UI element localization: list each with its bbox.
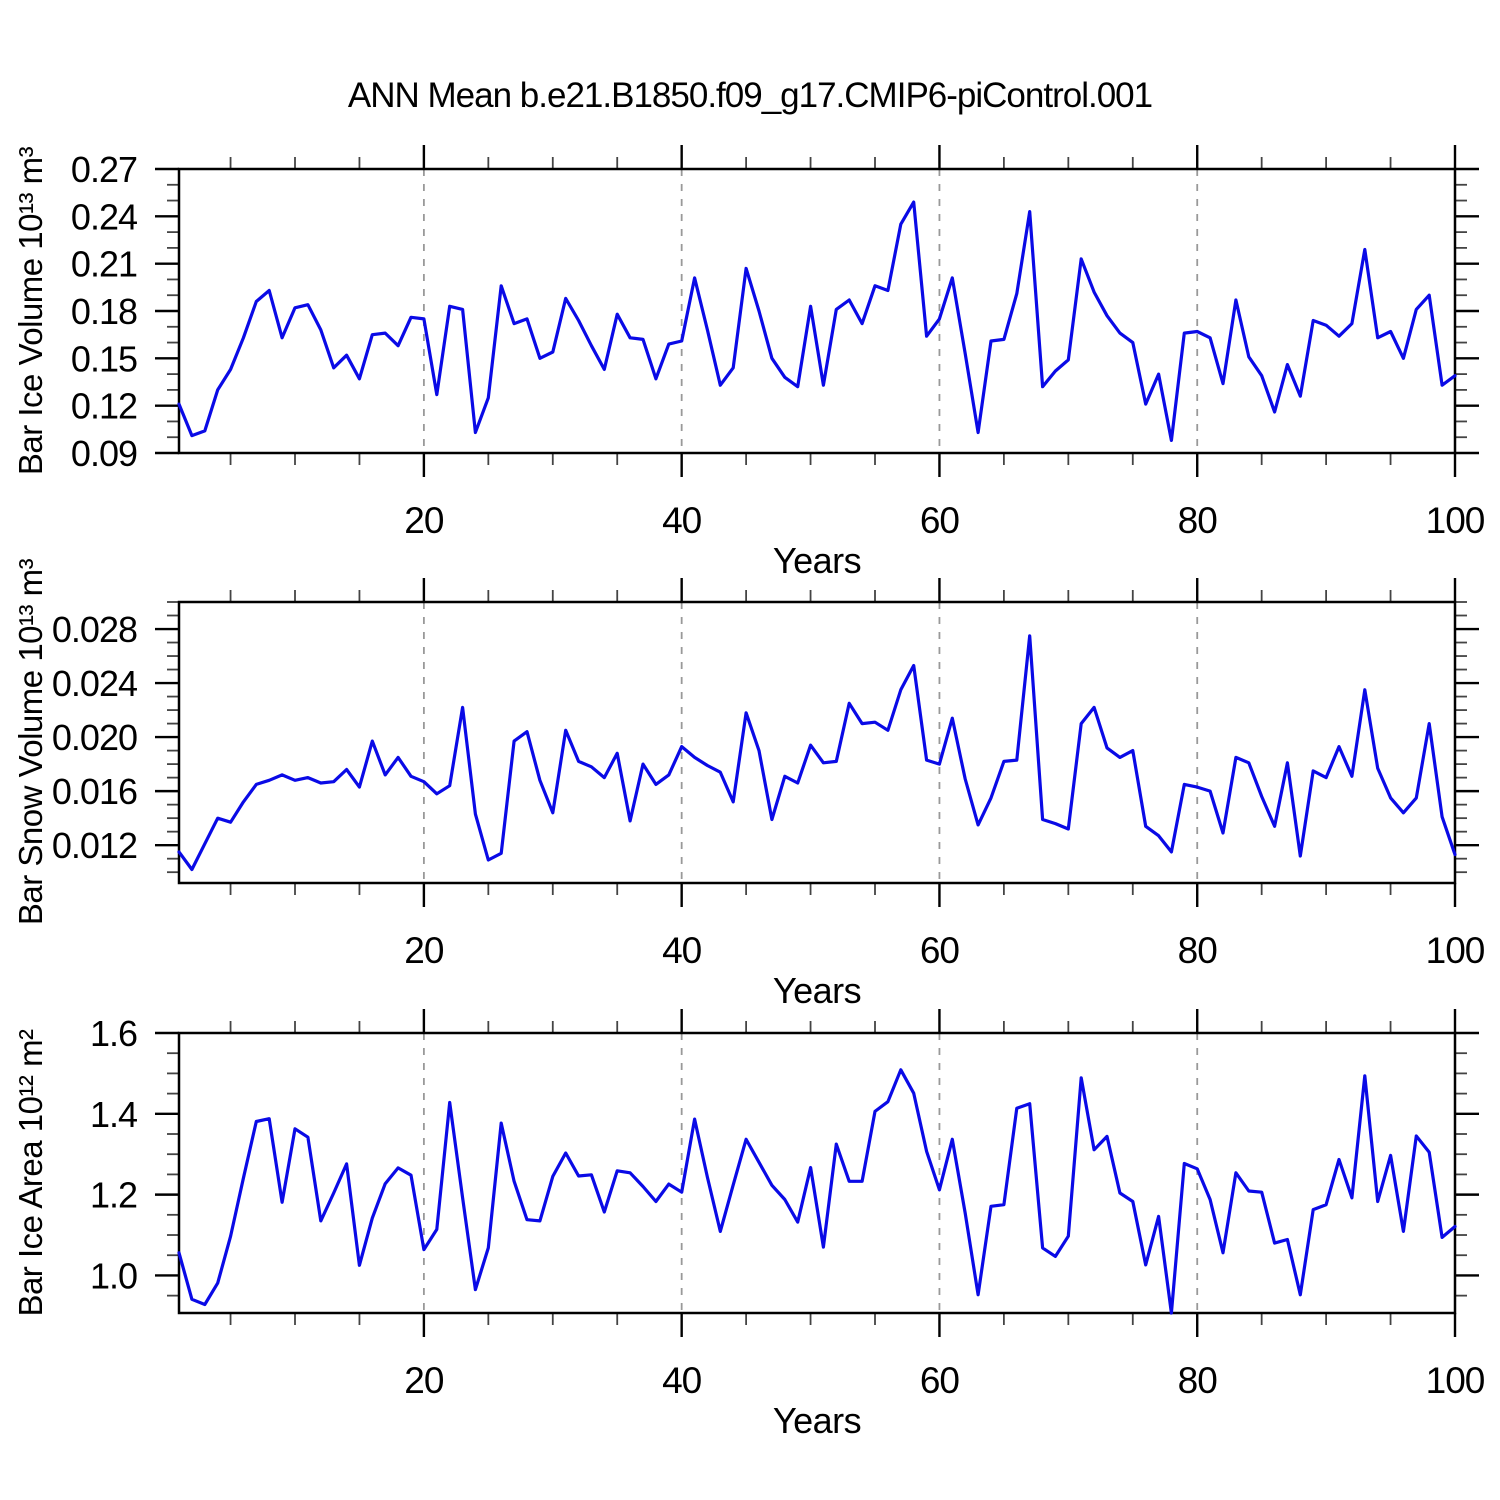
gridlines: [422, 1033, 1199, 1313]
y-tick-label: 0.18: [71, 291, 137, 332]
x-tick-label: 80: [1178, 500, 1218, 541]
panel-bar-ice-area: 1.0 1.2 1.4 1.6 20 40 60 80 100: [90, 1009, 1486, 1401]
x-axis-label-panel-3: Years: [772, 1400, 862, 1441]
y-tick-label: 0.27: [71, 149, 137, 190]
x-tick-label: 60: [920, 500, 960, 541]
chart-title: ANN Mean b.e21.B1850.f09_g17.CMIP6-piCon…: [347, 76, 1153, 115]
x-tick-label: 60: [920, 930, 960, 971]
y-axis-label-ice-area: Bar Ice Area 10¹² m²: [12, 1029, 49, 1317]
x-tick-label: 60: [920, 1360, 960, 1401]
y-tick-labels: 1.0 1.2 1.4 1.6: [90, 1013, 138, 1296]
axis-frame: [177, 1031, 1457, 1315]
panel-bar-snow-volume: 0.012 0.016 0.020 0.024 0.028 20 40 60 80 100: [52, 578, 1486, 971]
y-tick-label: 1.0: [90, 1255, 137, 1296]
data-line-bar-ice-area: [177, 1068, 1457, 1315]
x-tick-labels: 20 40 60 80 100: [404, 1360, 1485, 1401]
gridlines: [422, 169, 1199, 453]
y-tick-label: 0.15: [71, 338, 137, 379]
x-tick-label: 100: [1426, 500, 1485, 541]
y-tick-label: 0.024: [52, 663, 137, 704]
y-tick-label: 0.24: [71, 196, 137, 237]
x-axis-label-panel-1: Years: [772, 540, 862, 581]
x-tick-label: 100: [1426, 930, 1485, 971]
x-tick-label: 40: [662, 500, 702, 541]
y-tick-label: 1.2: [90, 1175, 137, 1216]
y-tick-labels: 0.012 0.016 0.020 0.024 0.028: [52, 609, 138, 866]
y-tick-label: 0.028: [52, 609, 137, 650]
x-tick-label: 40: [662, 930, 702, 971]
x-tick-label: 40: [662, 1360, 702, 1401]
gridlines: [422, 602, 1199, 883]
y-tick-label: 0.016: [52, 771, 137, 812]
y-tick-label: 1.4: [90, 1094, 137, 1135]
y-axis-label-ice-volume: Bar Ice Volume 10¹³ m³: [12, 146, 49, 476]
x-tick-label: 20: [404, 500, 444, 541]
y-tick-label: 1.6: [90, 1013, 137, 1054]
axis-frame: [177, 167, 1457, 455]
x-tick-label: 20: [404, 1360, 444, 1401]
panel-bar-ice-volume: 0.09 0.12 0.15 0.18 0.21 0.24 0.27 20 40 60 80 100: [71, 145, 1486, 541]
data-line-bar-snow-volume: [177, 634, 1457, 872]
axis-frame: [177, 600, 1457, 885]
axis-ticks: [155, 578, 1479, 907]
y-tick-label: 0.12: [71, 386, 137, 427]
axis-ticks: [155, 1009, 1479, 1337]
axis-ticks: [155, 145, 1479, 477]
x-tick-labels: 20 40 60 80 100: [404, 500, 1485, 541]
y-tick-label: 0.012: [52, 825, 137, 866]
y-tick-label: 0.020: [52, 717, 137, 758]
x-tick-label: 80: [1178, 930, 1218, 971]
y-tick-label: 0.09: [71, 433, 137, 474]
x-tick-labels: 20 40 60 80 100: [404, 930, 1485, 971]
data-line-bar-ice-volume: [177, 200, 1457, 442]
x-tick-label: 20: [404, 930, 444, 971]
y-tick-labels: 0.09 0.12 0.15 0.18 0.21 0.24 0.27: [71, 149, 138, 474]
x-axis-label-panel-2: Years: [772, 970, 862, 1011]
y-axis-label-snow-volume: Bar Snow Volume 10¹³ m³: [12, 558, 49, 926]
x-tick-label: 100: [1426, 1360, 1485, 1401]
y-tick-label: 0.21: [71, 244, 137, 285]
x-tick-label: 80: [1178, 1360, 1218, 1401]
